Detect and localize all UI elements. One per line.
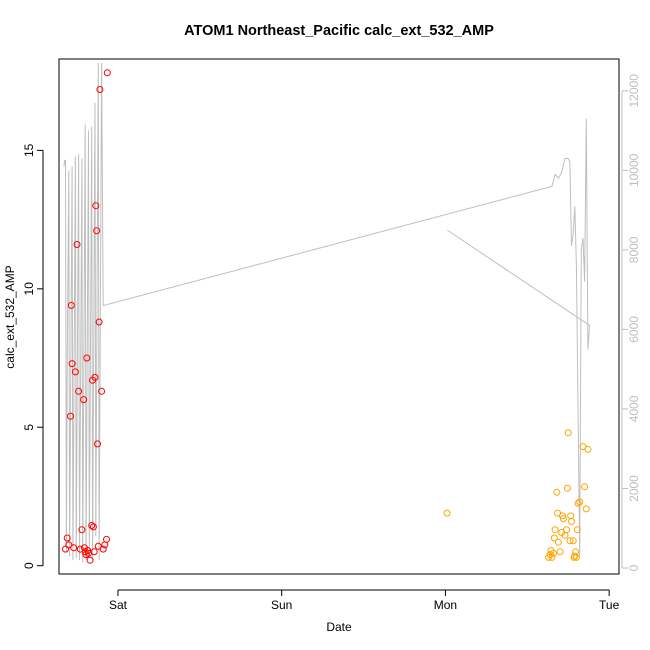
- x-tick-label: Tue: [599, 598, 620, 612]
- data-point-orange: [554, 538, 562, 546]
- data-point-orange: [566, 537, 574, 545]
- x-tick-label: Sun: [271, 598, 292, 612]
- y-tick-label: 15: [22, 143, 36, 157]
- data-point-red: [95, 318, 103, 326]
- data-point-orange: [574, 499, 582, 507]
- x-tick-label: Sat: [109, 598, 128, 612]
- data-point-red: [67, 412, 74, 420]
- data-point-orange: [553, 488, 561, 496]
- y2-tick-label: 2000: [627, 475, 641, 502]
- data-point-red: [88, 522, 96, 529]
- data-point-red: [91, 373, 99, 381]
- data-point-orange: [556, 548, 564, 556]
- data-point-red: [90, 548, 98, 556]
- y2-tick-label: 8000: [627, 236, 641, 263]
- data-point-red: [73, 241, 81, 248]
- data-point-orange: [573, 526, 581, 534]
- line-series-path: [63, 62, 591, 563]
- line-series-layer: [63, 62, 591, 563]
- data-point-red: [80, 396, 88, 404]
- y-axis-label: calc_ext_532_AMP: [3, 265, 17, 368]
- x-axis: Sat Sun Mon Tue: [109, 589, 620, 612]
- data-point-orange: [584, 445, 592, 453]
- data-point-red: [103, 69, 111, 77]
- data-point-red: [94, 440, 101, 448]
- data-point-orange: [581, 483, 589, 491]
- data-point-red: [83, 354, 91, 362]
- y-tick-label: 5: [22, 424, 36, 431]
- data-point-red: [71, 368, 79, 376]
- data-point-orange: [563, 526, 571, 534]
- data-point-red: [99, 545, 107, 553]
- data-point-red: [63, 534, 71, 542]
- y2-tick-label: 10000: [627, 153, 641, 187]
- data-point-orange: [576, 498, 584, 506]
- data-point-red: [70, 544, 78, 552]
- data-point-orange: [571, 552, 579, 560]
- data-point-orange: [443, 509, 451, 517]
- data-point-red: [103, 535, 110, 543]
- data-point-red: [93, 227, 101, 235]
- data-point-red: [86, 556, 94, 564]
- data-point-red: [78, 526, 86, 534]
- data-point-orange: [582, 505, 590, 513]
- data-point-orange: [548, 553, 556, 561]
- y2-axis: 0 2000 4000 6000 8000 10000 12000: [621, 74, 641, 571]
- y2-tick-label: 0: [627, 564, 641, 571]
- data-point-red: [62, 545, 69, 553]
- data-point-orange: [550, 549, 557, 557]
- data-point-orange: [569, 537, 577, 545]
- y-tick-label: 0: [22, 562, 36, 569]
- data-point-orange: [568, 517, 575, 525]
- y-axis: 0 5 10 15: [22, 143, 44, 569]
- y-tick-label: 10: [22, 282, 36, 296]
- y2-tick-label: 6000: [627, 316, 641, 343]
- data-point-orange: [563, 484, 571, 492]
- data-point-red: [96, 86, 104, 93]
- data-point-orange: [550, 534, 558, 542]
- data-point-orange: [572, 553, 580, 561]
- data-point-red: [98, 387, 106, 395]
- chart-title: ATOM1 Northeast_Pacific calc_ext_532_AMP: [184, 23, 494, 39]
- data-point-orange: [551, 526, 559, 534]
- data-point-orange: [564, 429, 572, 437]
- plot-frame: [58, 58, 620, 575]
- data-point-orange: [559, 515, 567, 523]
- data-point-red: [89, 523, 97, 531]
- x-tick-label: Mon: [434, 598, 457, 612]
- data-point-red: [92, 202, 100, 210]
- data-point-red: [67, 301, 75, 309]
- y2-tick-label: 12000: [627, 74, 641, 108]
- points-layer: [62, 69, 592, 564]
- data-point-red: [75, 387, 83, 395]
- y2-tick-label: 4000: [627, 395, 641, 422]
- data-point-red: [68, 360, 76, 368]
- x-axis-label: Date: [326, 620, 352, 634]
